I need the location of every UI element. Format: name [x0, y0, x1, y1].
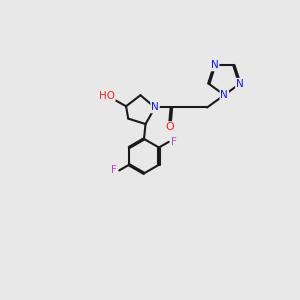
Text: F: F — [111, 165, 117, 176]
Text: O: O — [166, 122, 174, 132]
Text: N: N — [211, 60, 219, 70]
Text: HO: HO — [99, 91, 115, 101]
Text: N: N — [236, 79, 244, 89]
Text: N: N — [151, 103, 159, 112]
Text: N: N — [220, 90, 228, 100]
Text: F: F — [171, 137, 177, 147]
